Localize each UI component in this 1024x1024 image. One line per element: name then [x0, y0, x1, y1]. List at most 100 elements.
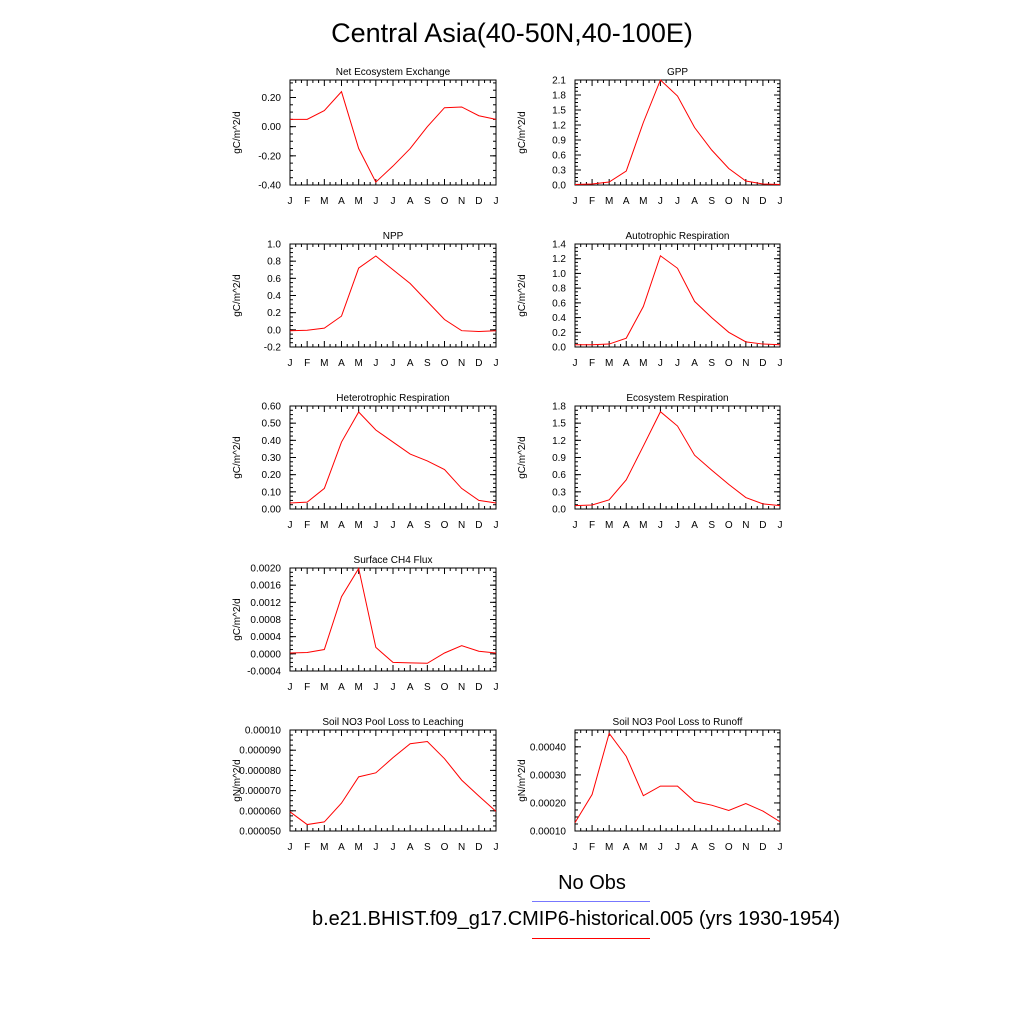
x-tick-label: O [725, 520, 733, 531]
x-tick-label: F [589, 358, 595, 369]
series-line [290, 90, 497, 183]
y-tick-label: -0.2 [264, 343, 282, 354]
x-tick-label: N [458, 842, 465, 853]
series-line [574, 79, 781, 185]
x-tick-label: J [778, 358, 783, 369]
x-tick-label: A [623, 196, 630, 207]
x-tick-label: M [320, 682, 328, 693]
x-tick-label: O [441, 196, 449, 207]
legend-line-model [532, 938, 650, 939]
x-tick-label: J [288, 196, 293, 207]
x-tick-label: J [288, 358, 293, 369]
x-tick-label: J [494, 358, 499, 369]
y-tick-label: 0.00 [262, 505, 282, 516]
x-tick-label: J [494, 682, 499, 693]
y-tick-label: 0.60 [262, 402, 282, 413]
y-tick-label: 0.20 [262, 470, 282, 481]
x-tick-label: J [573, 358, 578, 369]
x-tick-label: D [759, 520, 766, 531]
x-tick-label: M [639, 358, 647, 369]
y-tick-label: -0.40 [258, 181, 281, 192]
x-tick-label: S [708, 842, 715, 853]
x-tick-label: J [658, 196, 663, 207]
x-tick-label: A [338, 842, 345, 853]
y-tick-label: 0.0 [267, 325, 281, 336]
y-axis-label: gC/m^2/d [517, 111, 528, 154]
x-tick-label: J [778, 842, 783, 853]
x-tick-label: J [675, 358, 680, 369]
y-tick-label: 0.8 [552, 284, 566, 295]
x-tick-label: F [589, 196, 595, 207]
y-tick-label: 0.9 [552, 453, 566, 464]
series-line [574, 410, 781, 507]
x-tick-label: A [338, 682, 345, 693]
series-line [289, 411, 497, 504]
x-tick-label: J [391, 842, 396, 853]
x-tick-label: O [441, 842, 449, 853]
x-tick-label: M [605, 842, 613, 853]
x-tick-label: J [675, 196, 680, 207]
x-tick-label: N [458, 682, 465, 693]
x-tick-label: A [407, 842, 414, 853]
x-tick-label: J [288, 842, 293, 853]
legend-label-obs: No Obs [558, 872, 626, 894]
y-tick-label: 0.4 [552, 313, 566, 324]
x-tick-label: S [424, 842, 431, 853]
x-tick-label: S [424, 520, 431, 531]
x-tick-label: J [391, 520, 396, 531]
x-tick-label: D [475, 196, 482, 207]
y-tick-label: 0.00010 [530, 827, 567, 838]
y-tick-label: 0.20 [262, 93, 282, 104]
series-line [289, 255, 497, 333]
plot-frame [289, 405, 497, 510]
x-tick-label: S [424, 196, 431, 207]
y-tick-label: 1.8 [552, 91, 566, 102]
x-tick-label: S [708, 196, 715, 207]
x-tick-label: D [475, 842, 482, 853]
y-tick-label: 1.0 [267, 240, 281, 251]
x-tick-label: M [320, 520, 328, 531]
x-tick-label: M [354, 358, 362, 369]
chart-title: Heterotrophic Respiration [336, 393, 449, 404]
y-tick-label: 0.0004 [250, 632, 281, 643]
x-tick-label: F [304, 520, 310, 531]
x-tick-label: J [675, 520, 680, 531]
x-tick-label: A [691, 520, 698, 531]
plot-frame [289, 79, 497, 186]
y-tick-label: 0.30 [262, 453, 282, 464]
x-tick-label: J [494, 196, 499, 207]
x-tick-label: A [623, 842, 630, 853]
y-tick-label: 0.0012 [250, 598, 281, 609]
x-tick-label: M [354, 682, 362, 693]
y-tick-label: 0.00020 [530, 798, 567, 809]
legend-label-model: b.e21.BHIST.f09_g17.CMIP6-historical.005… [312, 908, 841, 930]
x-tick-label: M [639, 520, 647, 531]
y-tick-label: 1.5 [552, 106, 566, 117]
y-tick-label: 1.2 [552, 254, 566, 265]
x-tick-label: A [691, 196, 698, 207]
chart-title: Net Ecosystem Exchange [336, 67, 451, 78]
y-tick-label: 0.0 [552, 505, 566, 516]
chart-title: Soil NO3 Pool Loss to Leaching [322, 717, 463, 728]
x-tick-label: A [691, 358, 698, 369]
x-tick-label: O [441, 358, 449, 369]
x-tick-label: N [742, 842, 749, 853]
y-tick-label: 0.6 [267, 274, 281, 285]
x-tick-label: M [354, 842, 362, 853]
y-tick-label: 0.0020 [250, 564, 281, 575]
y-tick-label: 0.2 [267, 308, 281, 319]
x-tick-label: M [320, 842, 328, 853]
y-tick-label: 0.00 [262, 122, 282, 133]
y-tick-label: 0.0008 [250, 615, 281, 626]
x-tick-label: D [759, 842, 766, 853]
series-line [289, 567, 497, 664]
x-tick-label: J [373, 520, 378, 531]
x-tick-label: J [675, 842, 680, 853]
x-tick-label: D [759, 358, 766, 369]
